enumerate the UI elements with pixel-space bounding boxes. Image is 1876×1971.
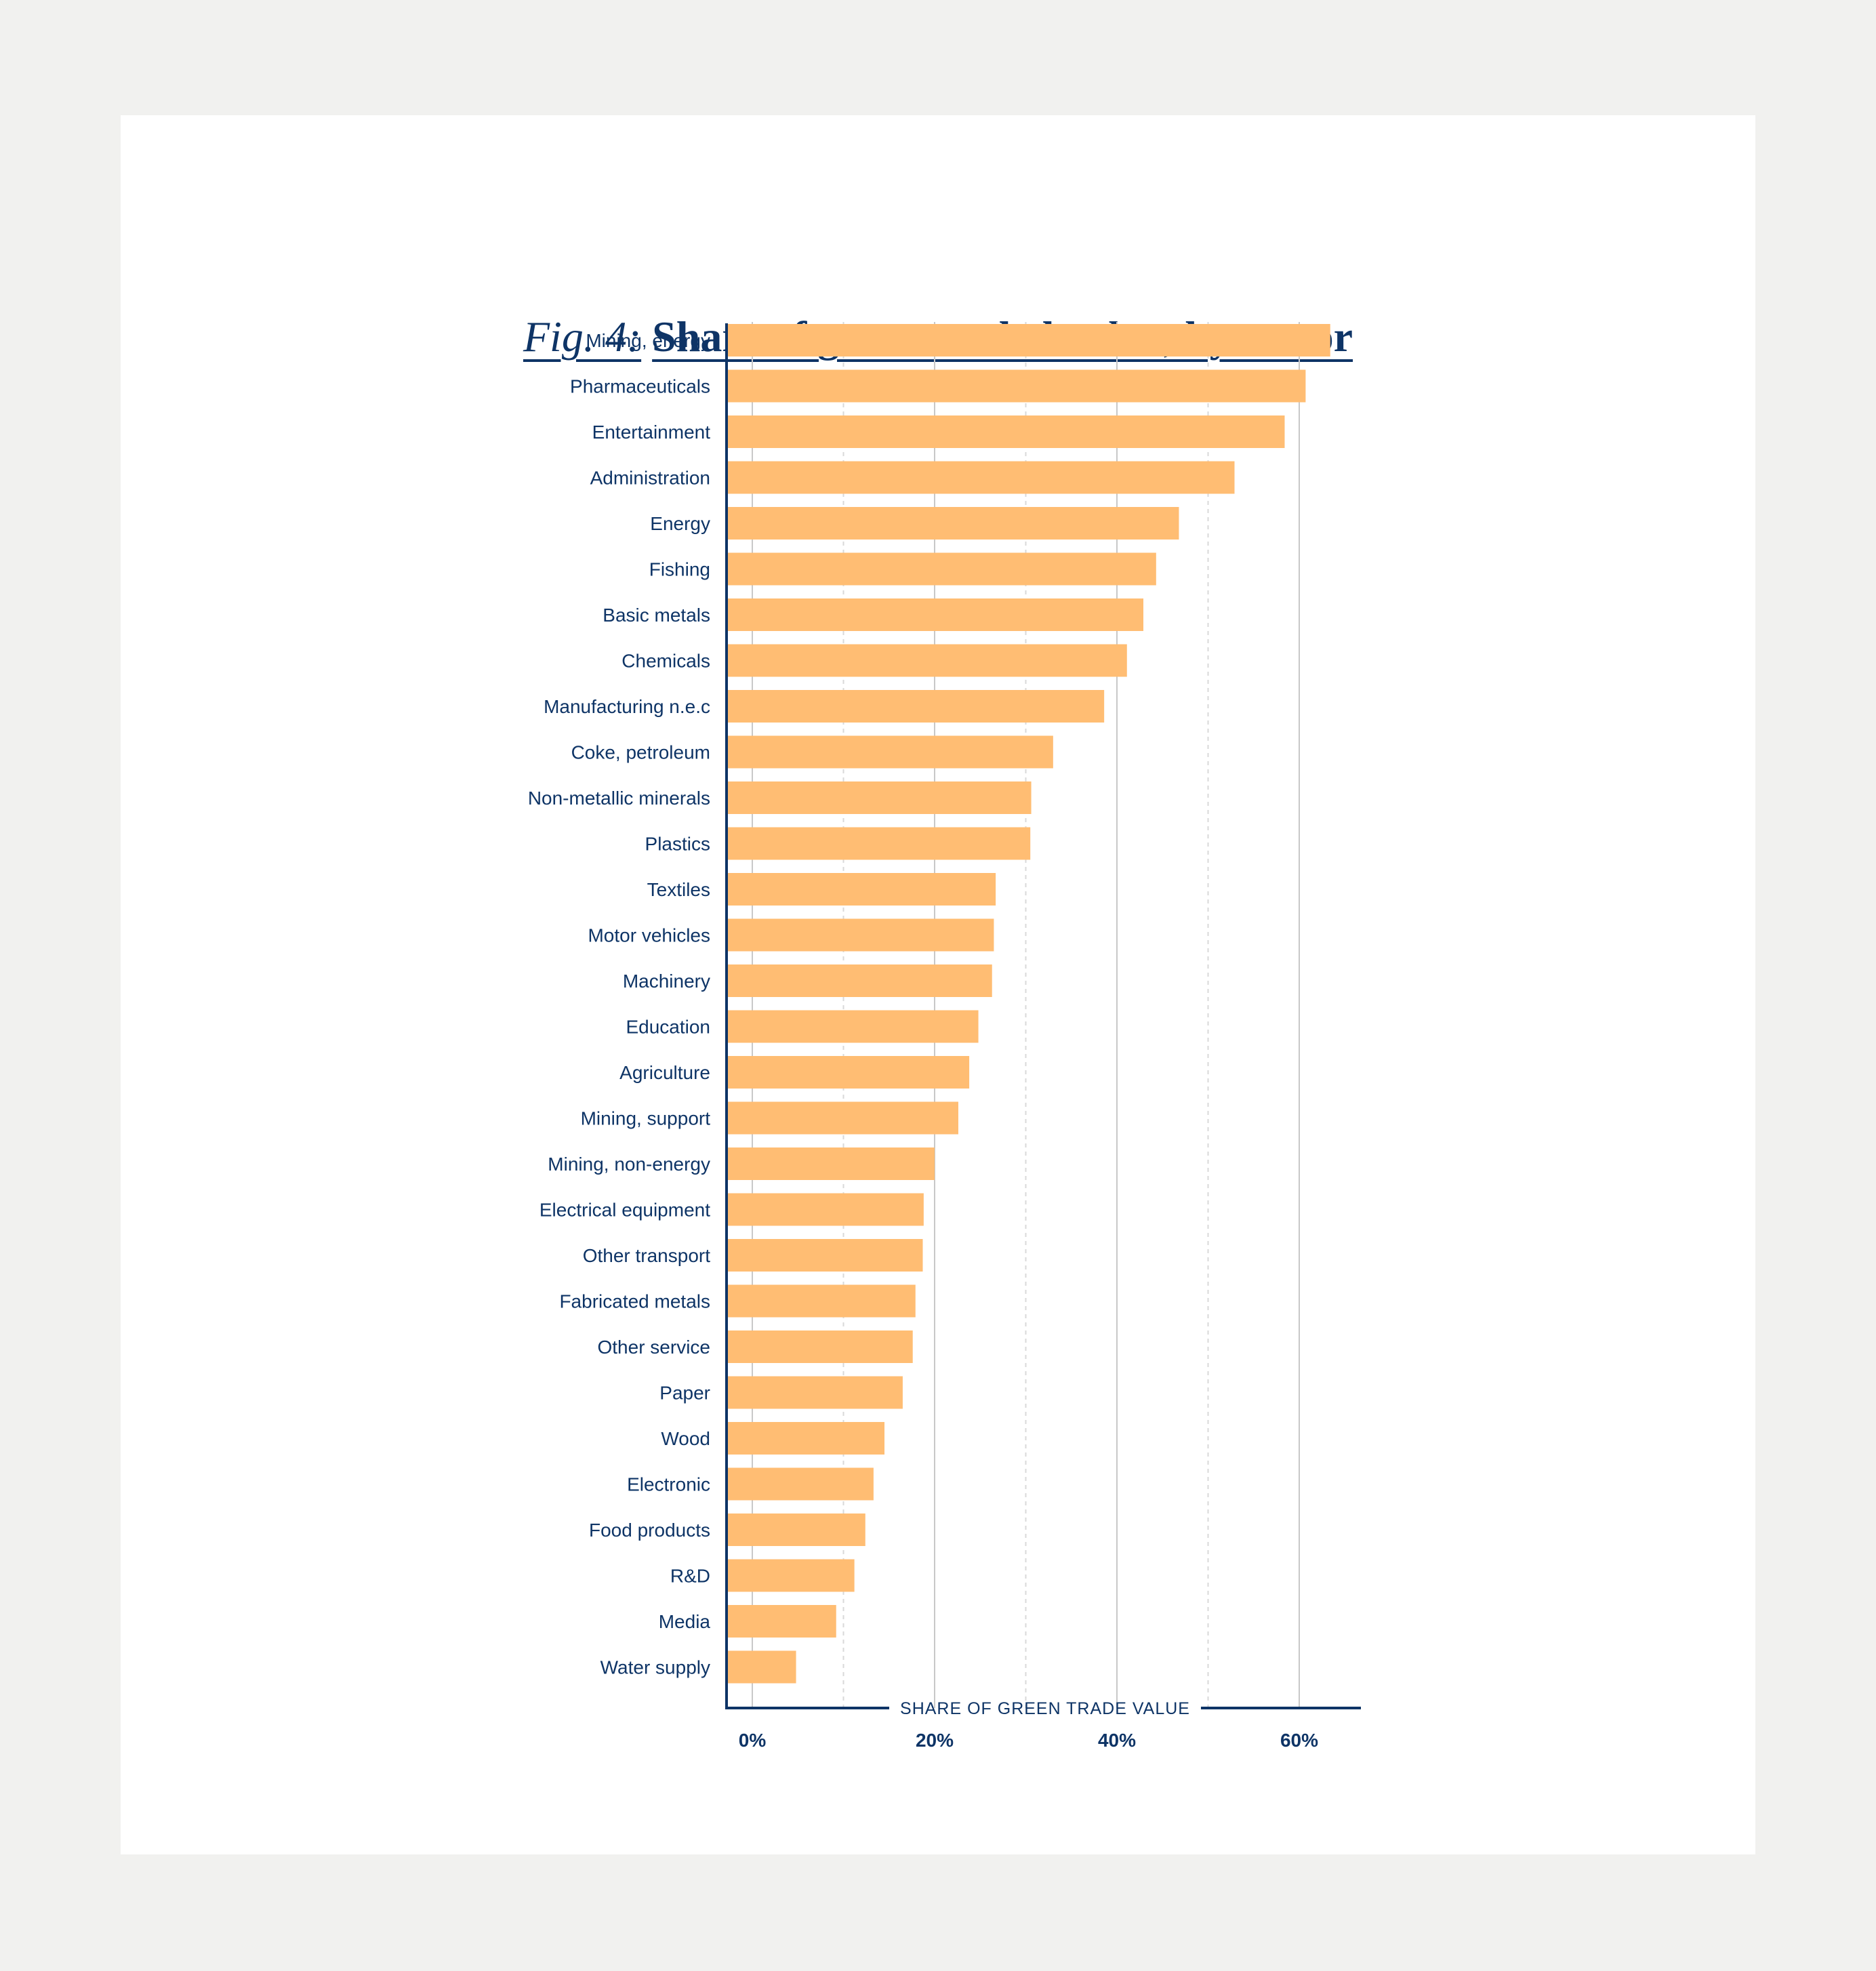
bar-mining-non-energy xyxy=(727,1147,935,1180)
category-label: Media xyxy=(659,1611,711,1632)
category-label: Electronic xyxy=(627,1474,710,1495)
x-tick-label: 60% xyxy=(1280,1730,1318,1751)
category-label: Pharmaceuticals xyxy=(570,376,710,397)
bar-electronic xyxy=(727,1467,874,1501)
category-label: Non-metallic minerals xyxy=(528,788,710,809)
bar-fabricated-metals xyxy=(727,1284,916,1318)
category-label: Water supply xyxy=(600,1657,710,1678)
x-tick-label: 0% xyxy=(739,1730,767,1751)
category-label: Fishing xyxy=(649,559,710,580)
category-label: Mining, energy xyxy=(586,330,710,351)
bar-other-transport xyxy=(727,1239,923,1272)
bar-textiles xyxy=(727,873,996,906)
category-label: Basic metals xyxy=(603,605,710,626)
figure-card: Fig. 4: Share of green traded value, by … xyxy=(121,115,1755,1854)
category-label: Energy xyxy=(650,513,710,534)
figure-number: Fig. 4: xyxy=(523,312,642,361)
category-label: Administration xyxy=(590,468,710,489)
bar-agriculture xyxy=(727,1056,970,1089)
category-label: Education xyxy=(626,1017,710,1038)
bar-manufacturing-n-e-c xyxy=(727,690,1105,723)
category-label: Food products xyxy=(589,1520,710,1541)
category-label: Paper xyxy=(659,1383,710,1404)
bar-basic-metals xyxy=(727,598,1144,631)
bar-wood xyxy=(727,1422,885,1455)
bar-energy xyxy=(727,507,1179,540)
category-label: Chemicals xyxy=(621,651,710,672)
bar-coke-petroleum xyxy=(727,735,1053,769)
bar-paper xyxy=(727,1376,903,1409)
category-label: Plastics xyxy=(645,834,710,855)
bar-plastics xyxy=(727,827,1031,860)
category-label: Other transport xyxy=(583,1245,711,1266)
bar-motor-vehicles xyxy=(727,918,994,952)
category-label: Mining, support xyxy=(581,1108,711,1129)
bar-entertainment xyxy=(727,415,1285,448)
bar-fishing xyxy=(727,552,1156,586)
bar-education xyxy=(727,1010,979,1043)
axes: SHARE OF GREEN TRADE VALUE 0% 20% 40% 60% xyxy=(725,323,1361,1751)
bar-machinery xyxy=(727,964,992,997)
bar-non-metallic-minerals xyxy=(727,781,1032,814)
bar-mining-energy xyxy=(727,324,1330,357)
bars xyxy=(727,324,1330,1684)
category-label: Fabricated metals xyxy=(559,1291,710,1312)
bar-food-products xyxy=(727,1513,865,1546)
x-tick-label: 40% xyxy=(1098,1730,1136,1751)
category-label: Other service xyxy=(598,1337,711,1358)
category-label: R&D xyxy=(670,1566,710,1587)
category-label: Wood xyxy=(661,1428,710,1449)
bar-mining-support xyxy=(727,1101,958,1135)
bar-chemicals xyxy=(727,644,1127,677)
category-label: Coke, petroleum xyxy=(571,742,710,763)
bar-water-supply xyxy=(727,1650,796,1684)
category-label: Machinery xyxy=(623,971,710,992)
category-label: Agriculture xyxy=(619,1062,710,1083)
bar-chart: Mining, energy Pharmaceuticals Entertainme… xyxy=(528,322,1361,1751)
category-labels: Mining, energy Pharmaceuticals Entertainme… xyxy=(528,330,711,1678)
category-label: Entertainment xyxy=(592,422,711,443)
bar-administration xyxy=(727,461,1235,494)
category-label: Textiles xyxy=(647,879,710,900)
bar-other-service xyxy=(727,1330,913,1363)
x-tick-label: 20% xyxy=(916,1730,954,1751)
bar-r-d xyxy=(727,1559,855,1592)
bar-electrical-equipment xyxy=(727,1193,924,1226)
bar-pharmaceuticals xyxy=(727,369,1306,403)
category-label: Electrical equipment xyxy=(539,1200,710,1221)
x-axis-title: SHARE OF GREEN TRADE VALUE xyxy=(900,1699,1190,1718)
category-label: Manufacturing n.e.c xyxy=(544,696,710,717)
category-label: Mining, non-energy xyxy=(548,1154,710,1175)
bar-media xyxy=(727,1605,836,1638)
category-label: Motor vehicles xyxy=(588,925,710,946)
